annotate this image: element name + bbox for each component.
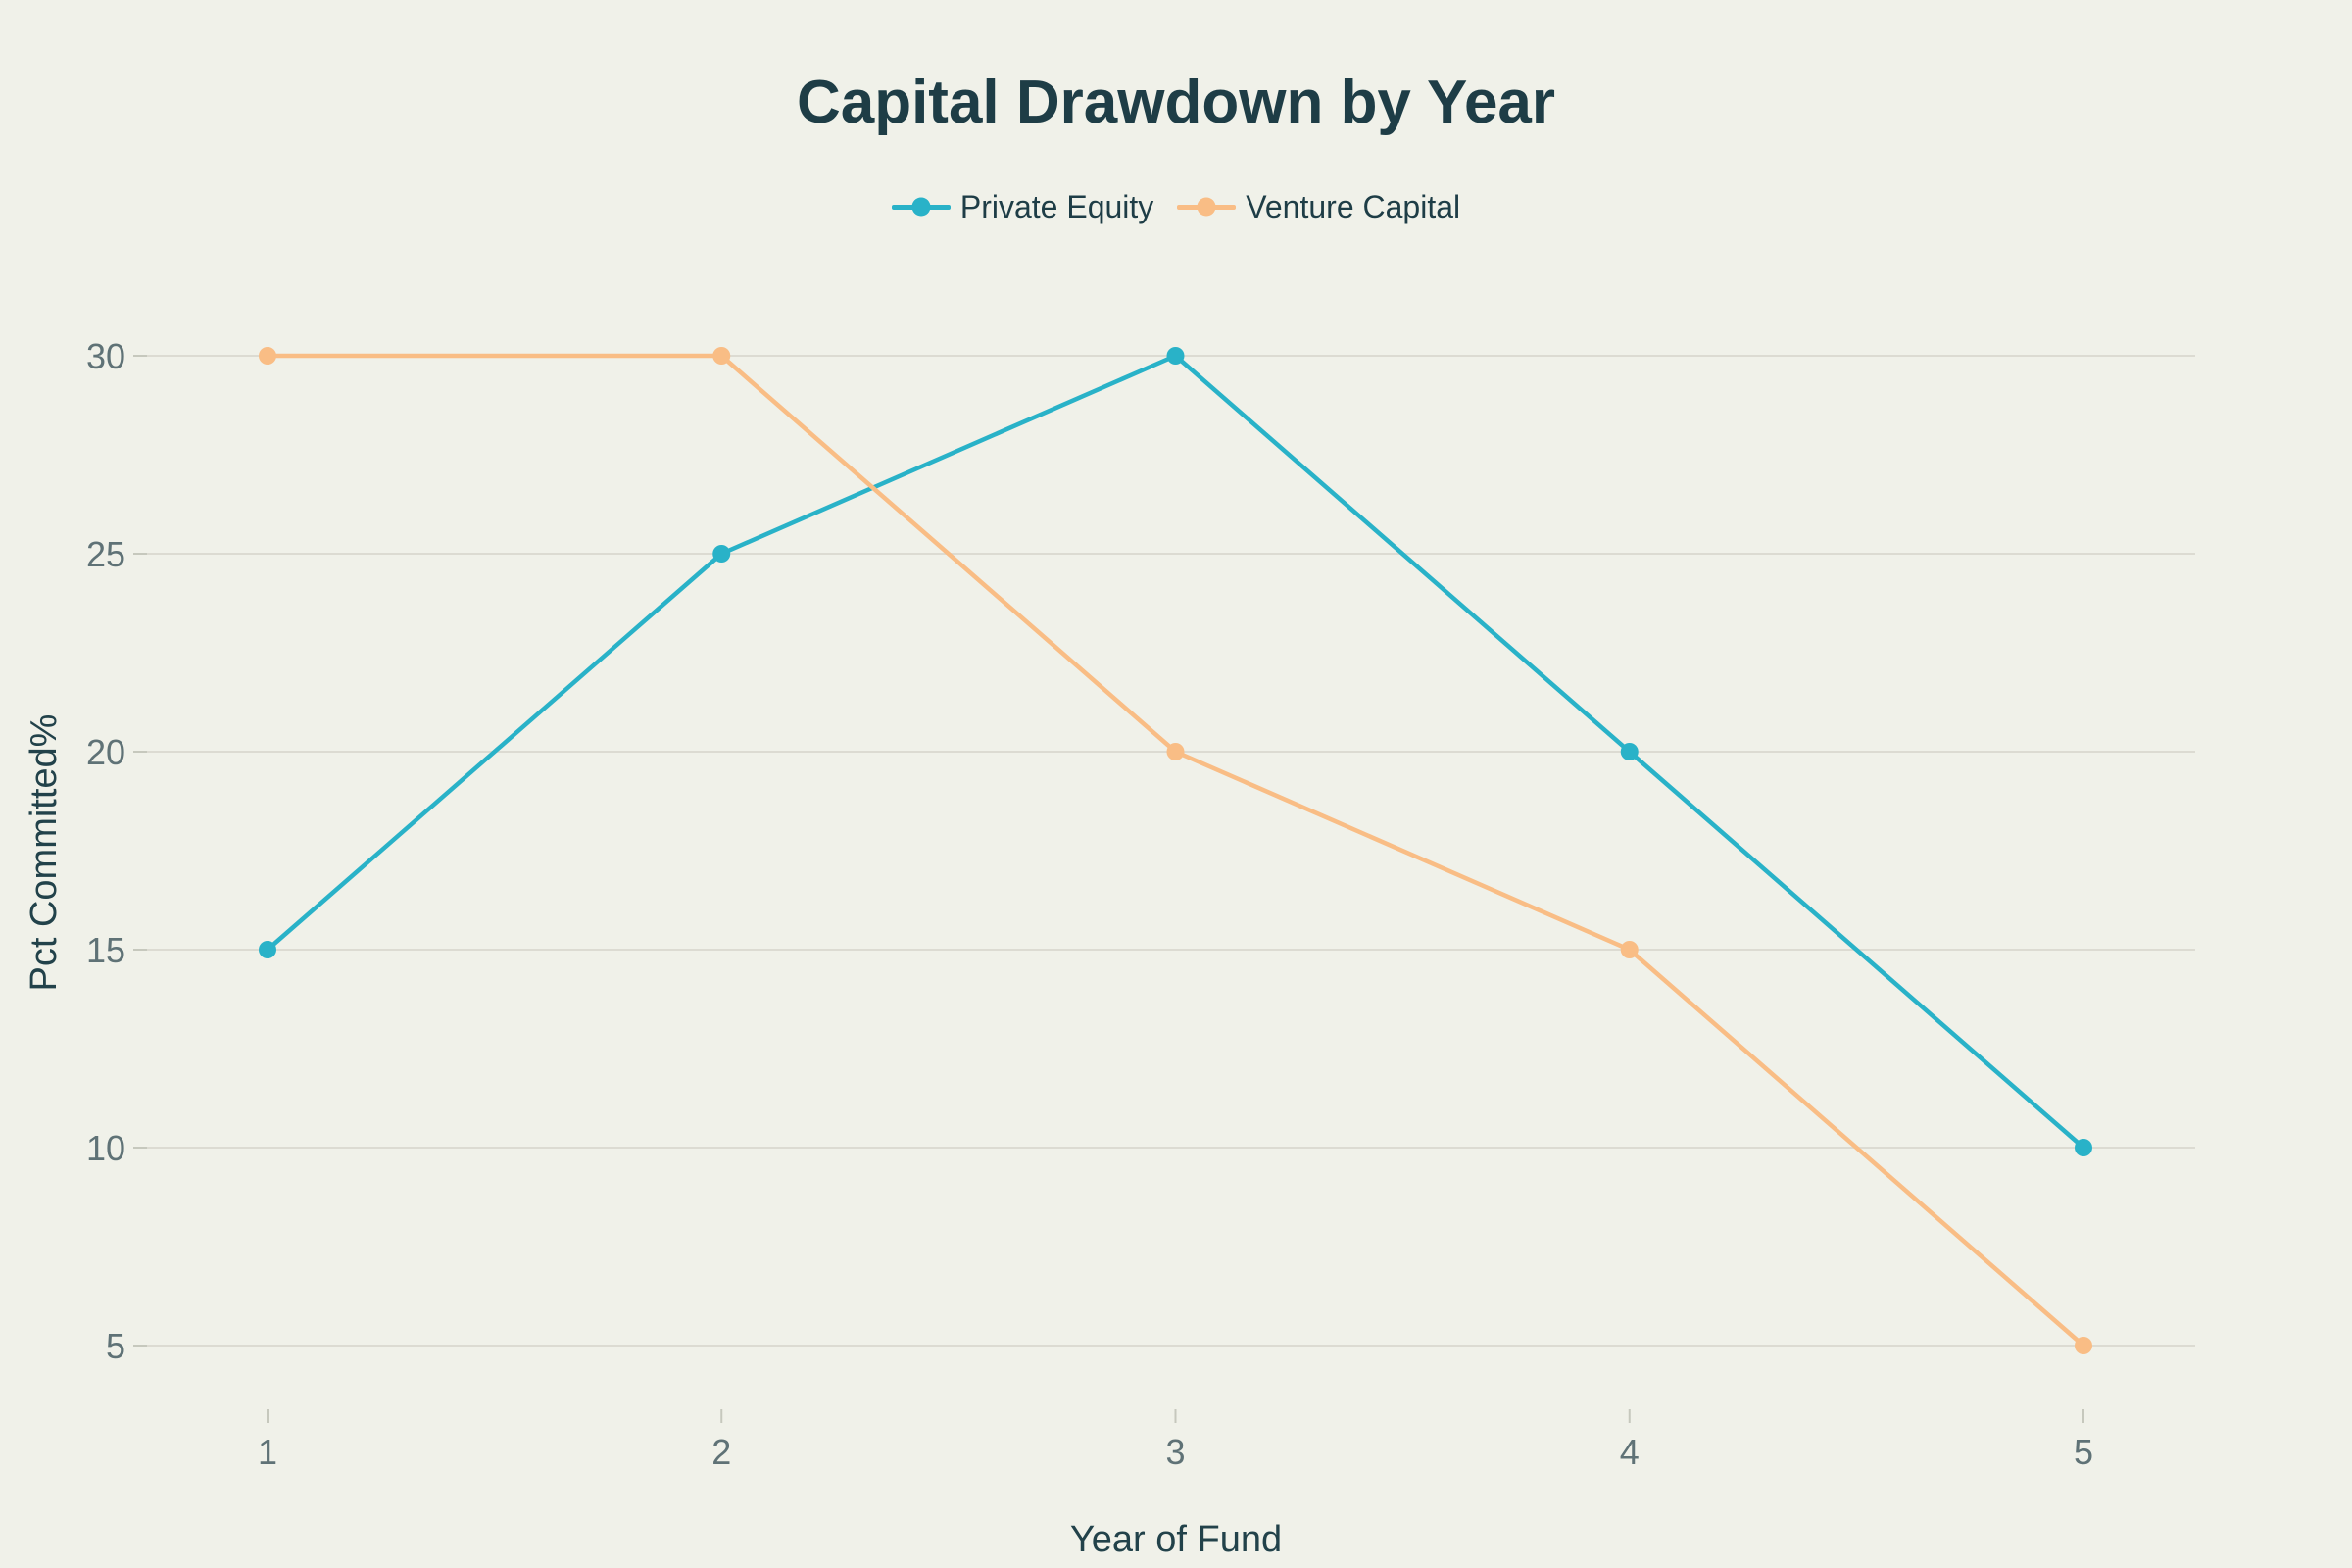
legend-label-venture-capital: Venture Capital xyxy=(1246,189,1461,224)
series-line-venture-capital xyxy=(265,353,2086,1348)
y-tick-label: 25 xyxy=(86,534,125,574)
x-tick-label: 5 xyxy=(2074,1432,2093,1472)
x-tick-label: 3 xyxy=(1165,1432,1185,1472)
legend-item-venture-capital[interactable]: Venture Capital xyxy=(1177,188,1460,225)
data-point-venture-capital-year-3 xyxy=(1166,743,1185,760)
data-point-venture-capital-year-5 xyxy=(2075,1337,2092,1354)
legend-label-private-equity: Private Equity xyxy=(959,189,1154,224)
x-tick-label: 4 xyxy=(1620,1432,1640,1472)
chart-title: Capital Drawdown by Year xyxy=(796,69,1556,136)
y-axis-title: Pct Committed% xyxy=(24,713,65,992)
y-tick-label: 5 xyxy=(106,1326,125,1366)
data-point-private-equity-year-2 xyxy=(712,545,731,563)
legend-dot xyxy=(1197,197,1216,217)
x-tick-label: 2 xyxy=(711,1432,731,1472)
data-point-private-equity-year-4 xyxy=(1620,743,1639,760)
legend-line-marker-icon xyxy=(891,196,951,218)
y-tick-label: 15 xyxy=(86,930,125,970)
y-tick-label: 10 xyxy=(86,1128,125,1168)
legend-item-private-equity[interactable]: Private Equity xyxy=(891,188,1154,225)
data-point-venture-capital-year-2 xyxy=(712,347,731,365)
data-point-private-equity-year-5 xyxy=(2075,1139,2092,1156)
y-tick-label: 30 xyxy=(86,336,125,376)
data-point-private-equity-year-1 xyxy=(259,941,276,958)
data-point-venture-capital-year-1 xyxy=(259,347,276,365)
legend-dot xyxy=(911,197,931,217)
legend: Private Equity Venture Capital xyxy=(0,188,2352,225)
data-point-venture-capital-year-4 xyxy=(1620,941,1639,958)
x-axis-title: Year of Fund xyxy=(1069,1519,1283,1560)
y-tick-label: 20 xyxy=(86,732,125,772)
data-point-private-equity-year-3 xyxy=(1166,347,1185,365)
legend-line-marker-icon xyxy=(1177,196,1237,218)
x-tick-label: 1 xyxy=(258,1432,277,1472)
